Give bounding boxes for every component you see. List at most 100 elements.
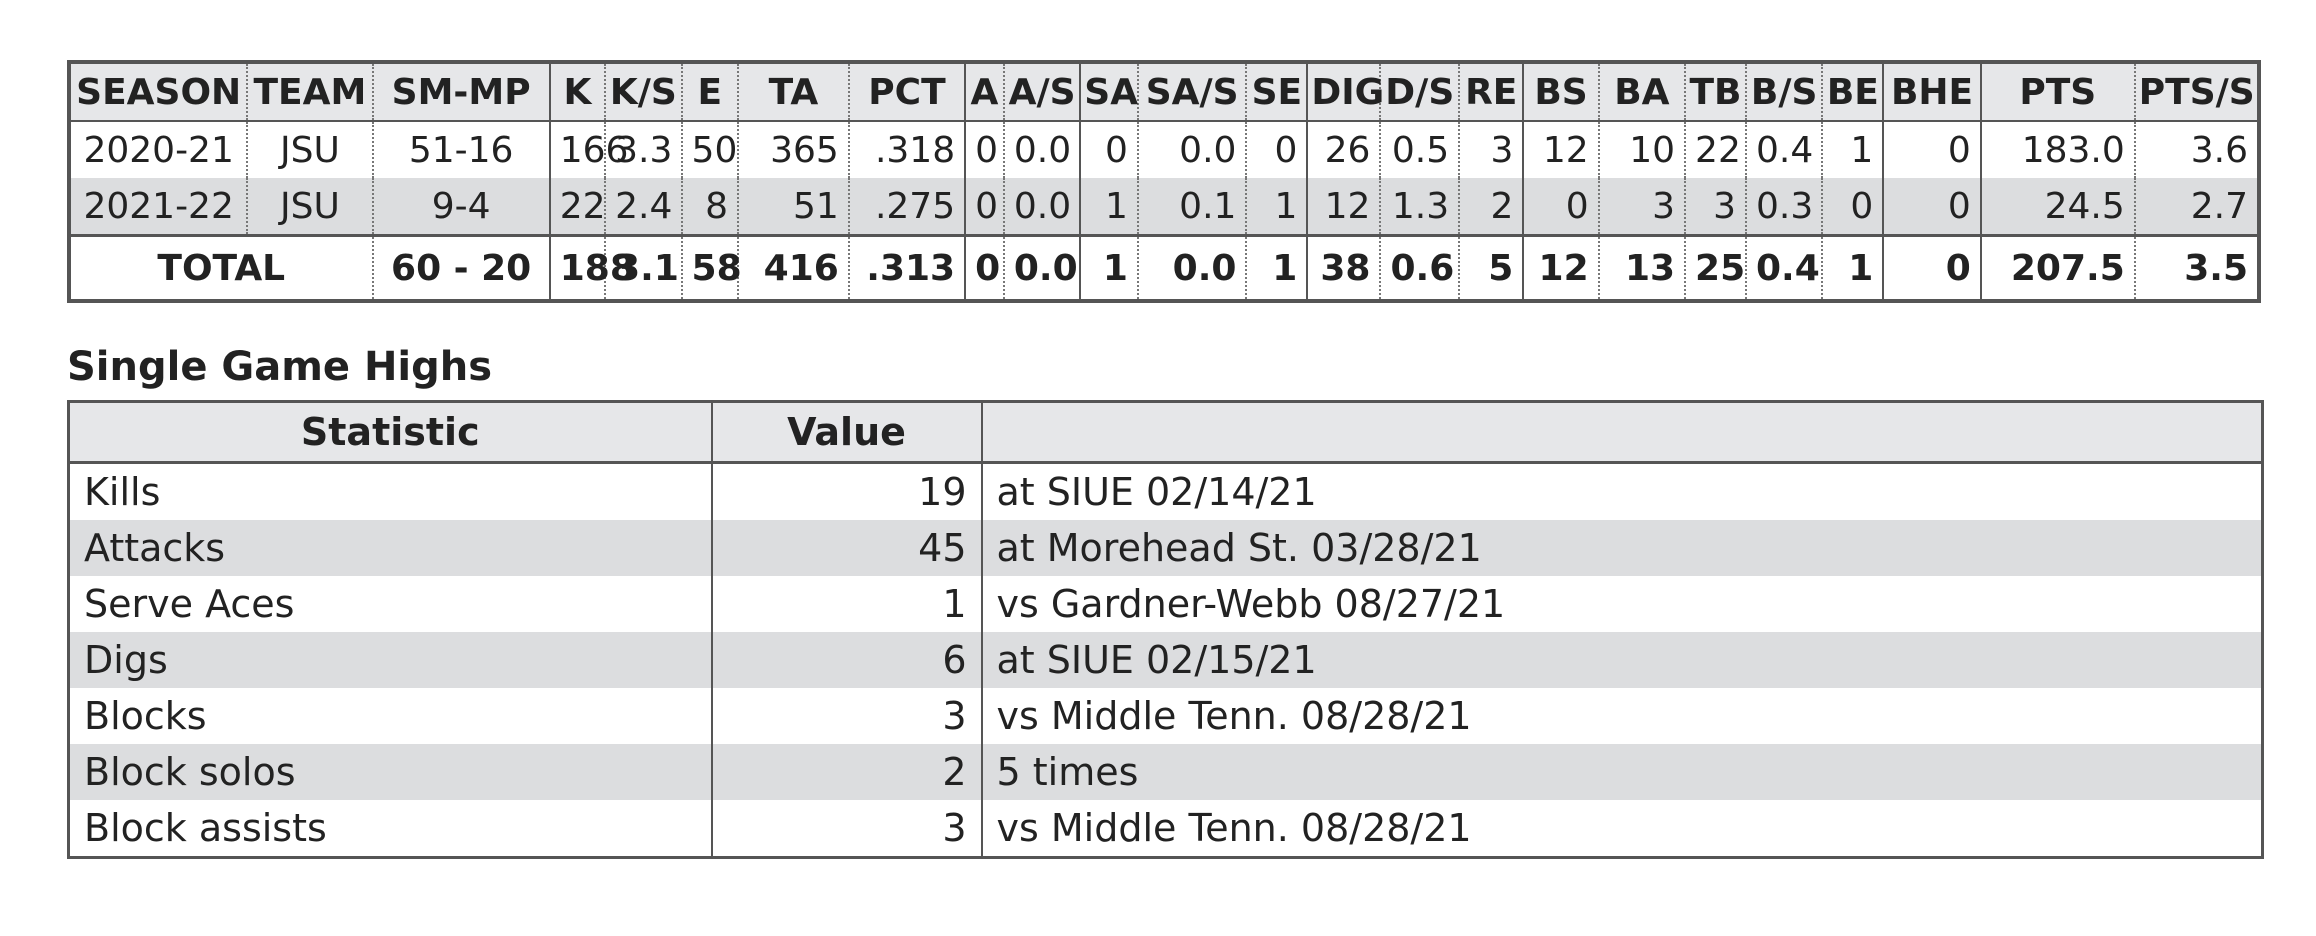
statistic-cell: Attacks <box>67 520 712 576</box>
total-cell: 1 <box>1821 234 1885 301</box>
col-header: BE <box>1821 62 1885 122</box>
stat-cell: 365 <box>737 121 850 178</box>
total-cell: 60 - 20 <box>371 234 551 301</box>
col-header: B/S <box>1744 62 1824 122</box>
stat-cell: 0 <box>964 178 1005 236</box>
col-header: D/S <box>1379 62 1461 122</box>
stat-cell: 0 <box>1522 178 1600 236</box>
game-cell: vs Gardner-Webb 08/27/21 <box>980 576 2263 632</box>
col-header: SA/S <box>1136 62 1248 122</box>
col-header: BHE <box>1882 62 1982 122</box>
stat-cell: 3 <box>1458 121 1525 178</box>
game-cell: vs Middle Tenn. 08/28/21 <box>980 688 2263 744</box>
total-label: TOTAL <box>68 234 374 301</box>
col-header <box>980 401 2263 464</box>
stat-cell: 9-4 <box>371 178 551 236</box>
total-cell: .313 <box>847 234 967 301</box>
total-cell: 3.5 <box>2133 234 2261 301</box>
value-cell: 45 <box>710 520 982 576</box>
statistic-cell: Kills <box>67 462 712 520</box>
highs-header-row: Statistic Value <box>67 401 2263 464</box>
col-header: SE <box>1245 62 1309 122</box>
stat-cell: .275 <box>847 178 967 236</box>
col-header: BA <box>1597 62 1687 122</box>
stat-cell: 2.4 <box>604 178 683 236</box>
value-cell: 2 <box>710 744 982 800</box>
col-header: E <box>680 62 740 122</box>
col-header: BS <box>1522 62 1600 122</box>
table-row: Attacks 45 at Morehead St. 03/28/21 <box>67 520 2263 576</box>
stat-cell: 3.6 <box>2133 121 2261 178</box>
stat-cell: 12 <box>1522 121 1600 178</box>
stat-cell: 1.3 <box>1379 178 1461 236</box>
stat-cell: 0 <box>1882 121 1982 178</box>
total-cell: 0.6 <box>1379 234 1461 301</box>
stat-cell: 50 <box>680 121 740 178</box>
stat-cell: 0.3 <box>1744 178 1824 236</box>
col-header: A/S <box>1002 62 1082 122</box>
game-cell: at Morehead St. 03/28/21 <box>980 520 2263 576</box>
total-cell: 0 <box>964 234 1005 301</box>
game-cell: at SIUE 02/14/21 <box>980 462 2263 520</box>
stat-cell: 0.0 <box>1002 121 1082 178</box>
value-cell: 1 <box>710 576 982 632</box>
total-cell: 3.1 <box>604 234 683 301</box>
total-cell: 0.0 <box>1136 234 1248 301</box>
stat-cell: 2.7 <box>2133 178 2261 236</box>
col-header: Value <box>710 401 982 464</box>
single-game-highs-table: Statistic Value Kills 19 at SIUE 02/14/2… <box>67 400 2264 859</box>
stat-cell: 2 <box>1458 178 1525 236</box>
season-row: 2021-22 JSU 9-4 22 2.4 8 51 .275 0 0.0 1… <box>67 178 2261 236</box>
game-cell: 5 times <box>980 744 2263 800</box>
game-cell: vs Middle Tenn. 08/28/21 <box>980 800 2263 858</box>
table-row: Block assists 3 vs Middle Tenn. 08/28/21 <box>67 800 2263 858</box>
stat-cell: 3.3 <box>604 121 683 178</box>
col-header: TB <box>1684 62 1747 122</box>
total-cell: 58 <box>680 234 742 301</box>
stat-cell: 166 <box>548 121 628 178</box>
col-header: K <box>548 62 607 122</box>
col-header: RE <box>1458 62 1525 122</box>
statistic-cell: Serve Aces <box>67 576 712 632</box>
game-cell: at SIUE 02/15/21 <box>980 632 2263 688</box>
total-cell: 0 <box>1882 234 1982 301</box>
value-cell: 6 <box>710 632 982 688</box>
stat-cell: 8 <box>680 178 740 236</box>
col-header: Statistic <box>67 401 712 464</box>
stat-cell: 1 <box>1245 178 1309 236</box>
col-header: A <box>964 62 1005 122</box>
season-cell: 2020-21 <box>67 121 249 178</box>
stat-cell: 26 <box>1306 121 1382 178</box>
col-header: SA <box>1079 62 1139 122</box>
team-cell: JSU <box>246 121 374 178</box>
value-cell: 19 <box>710 462 982 520</box>
stat-cell: 0 <box>1079 121 1139 178</box>
stat-cell: 51-16 <box>371 121 551 178</box>
table-row: Kills 19 at SIUE 02/14/21 <box>67 462 2263 520</box>
stat-cell: 22 <box>1684 121 1747 178</box>
stat-cell: 0 <box>1882 178 1982 236</box>
stat-cell: 1 <box>1079 178 1139 236</box>
statistic-cell: Block solos <box>67 744 712 800</box>
value-cell: 3 <box>710 800 982 858</box>
stat-cell: 12 <box>1306 178 1382 236</box>
col-header: SM-MP <box>371 62 551 122</box>
stat-cell: 3 <box>1684 178 1747 236</box>
section-title: Single Game Highs <box>67 344 493 390</box>
table-row: Serve Aces 1 vs Gardner-Webb 08/27/21 <box>67 576 2263 632</box>
season-row: 2020-21 JSU 51-16 166 3.3 50 365 .318 0 … <box>67 121 2261 178</box>
total-cell: 1 <box>1079 234 1139 301</box>
stat-cell: 10 <box>1597 121 1687 178</box>
total-row: TOTAL 60 - 20 188 3.1 58 416 .313 0 0.0 … <box>68 234 2261 301</box>
team-cell: JSU <box>246 178 374 236</box>
stat-cell: 0 <box>1821 178 1885 236</box>
career-stats-table: SEASON TEAM SM-MP K K/S E TA PCT A A/S S… <box>67 60 2261 303</box>
total-cell: 13 <box>1597 234 1687 301</box>
stat-cell: 183.0 <box>1979 121 2136 178</box>
season-cell: 2021-22 <box>67 178 249 236</box>
stat-cell: 1 <box>1821 121 1885 178</box>
table-row: Digs 6 at SIUE 02/15/21 <box>67 632 2263 688</box>
value-cell: 3 <box>710 688 982 744</box>
total-cell: 5 <box>1458 234 1525 301</box>
total-cell: 0.4 <box>1744 234 1824 301</box>
